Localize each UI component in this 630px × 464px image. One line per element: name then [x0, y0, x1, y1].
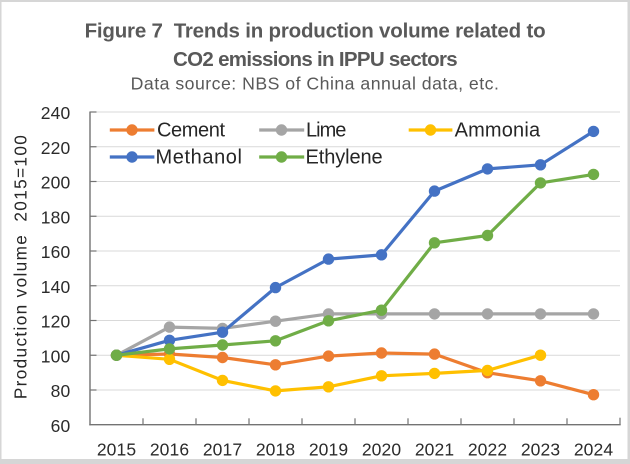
svg-text:160: 160 — [41, 242, 71, 262]
svg-text:120: 120 — [41, 312, 71, 332]
svg-text:2017: 2017 — [203, 439, 242, 459]
svg-text:2020: 2020 — [362, 439, 401, 459]
svg-text:2018: 2018 — [256, 439, 295, 459]
svg-text:CO2 emissions in IPPU sectors: CO2 emissions in IPPU sectors — [173, 48, 457, 71]
svg-text:200: 200 — [41, 173, 71, 193]
svg-text:Data source: NBS of China annu: Data source: NBS of China annual data, e… — [131, 74, 500, 94]
svg-text:2022: 2022 — [468, 439, 507, 459]
svg-text:2021: 2021 — [415, 439, 454, 459]
svg-text:Cement: Cement — [157, 119, 225, 141]
svg-text:Methanol: Methanol — [156, 146, 243, 168]
svg-text:100: 100 — [41, 346, 71, 366]
svg-text:60: 60 — [51, 416, 71, 436]
svg-text:140: 140 — [41, 277, 71, 297]
svg-text:80: 80 — [51, 381, 71, 401]
svg-text:Production volume 2015=100: Production volume 2015=100 — [11, 134, 31, 399]
svg-text:2015: 2015 — [97, 439, 136, 459]
svg-text:Ethylene: Ethylene — [306, 146, 383, 168]
svg-text:220: 220 — [41, 138, 71, 158]
svg-text:Figure 7 Trends in production: Figure 7 Trends in production volume rel… — [85, 19, 546, 42]
svg-text:2016: 2016 — [150, 439, 189, 459]
svg-text:Lime: Lime — [306, 119, 346, 141]
svg-text:180: 180 — [41, 207, 71, 227]
svg-text:240: 240 — [41, 103, 71, 123]
svg-text:2024: 2024 — [574, 439, 613, 459]
svg-text:Ammonia: Ammonia — [455, 119, 541, 141]
svg-text:2023: 2023 — [521, 439, 560, 459]
svg-text:2019: 2019 — [309, 439, 348, 459]
